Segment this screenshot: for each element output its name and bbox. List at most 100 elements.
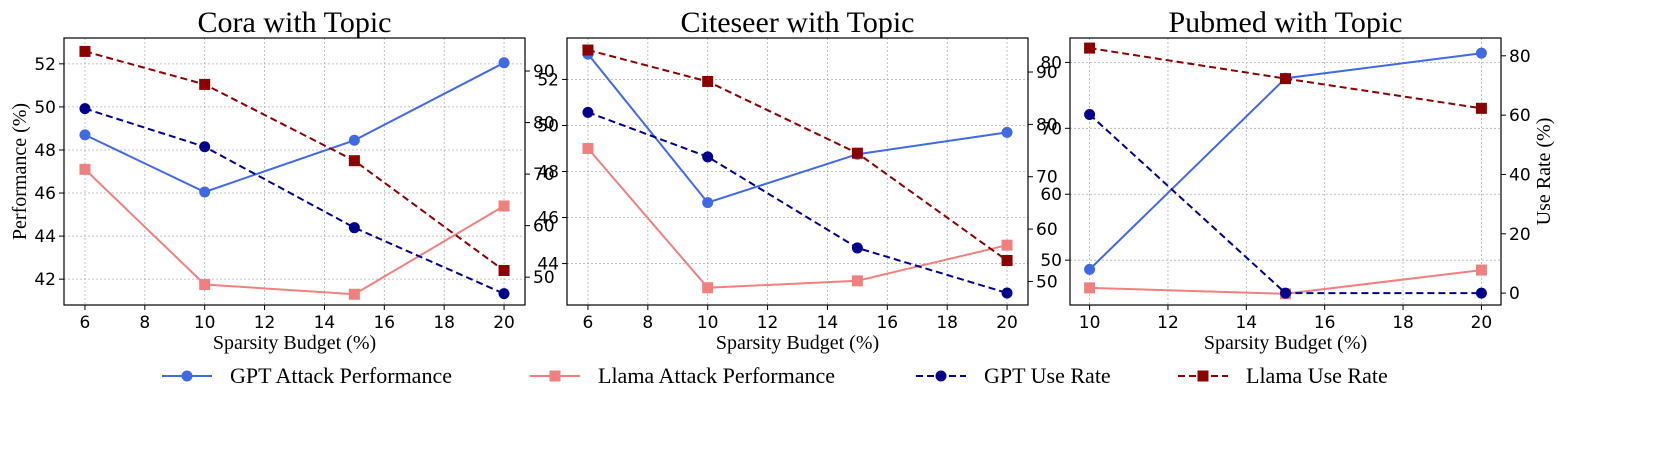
data-point [348, 222, 360, 234]
data-point [851, 275, 863, 287]
data-point [1084, 282, 1096, 294]
y2-tick-label: 60 [1036, 220, 1058, 240]
y-tick-label: 60 [1040, 185, 1062, 205]
data-point [1084, 263, 1096, 275]
x-tick-label: 16 [373, 313, 395, 333]
legend-item: Llama Use Rate [1178, 363, 1388, 388]
series-line [84, 107, 505, 295]
data-point [851, 242, 863, 254]
y-axis-label: Performance (%) [9, 103, 31, 240]
data-point [1475, 287, 1487, 299]
series-line [84, 168, 505, 296]
legend: GPT Attack Performance Llama Attack Perfo… [162, 363, 1388, 388]
y2-tick-label: 60 [533, 217, 555, 237]
series-llama-use-rate [79, 45, 510, 276]
data-point [582, 142, 594, 154]
data-point [582, 44, 594, 56]
data-point [582, 106, 594, 118]
y2-tick-label: 90 [1036, 63, 1058, 83]
y-tick-label: 50 [34, 98, 56, 118]
legend-label: Llama Use Rate [1246, 363, 1388, 388]
y-tick-label: 44 [537, 255, 559, 275]
data-point [702, 75, 714, 87]
y2-tick-label: 80 [533, 114, 555, 134]
x-tick-label: 14 [314, 313, 336, 333]
data-point [1475, 102, 1487, 114]
chart-panel-1: 6 8 10 12 14 16 18 20 42 44 46 48 50 52 50 60 70 80 90 Cora… [9, 6, 555, 354]
data-point [348, 134, 360, 146]
data-point [1084, 109, 1096, 121]
x-tick-label: 6 [80, 313, 91, 333]
y2-axis-label: Use Rate (%) [1533, 118, 1555, 226]
data-point [498, 264, 510, 276]
data-point [199, 78, 211, 90]
legend-item: Llama Attack Performance [530, 363, 835, 388]
data-point [702, 282, 714, 294]
data-point [498, 200, 510, 212]
y2-tick-label: 70 [1036, 168, 1058, 188]
data-point [1475, 264, 1487, 276]
y2-tick-label: 50 [533, 268, 555, 288]
y2-tick-label: 80 [1036, 115, 1058, 135]
data-point [79, 129, 91, 141]
series-line [1088, 113, 1482, 295]
plot-frame [1069, 37, 1502, 306]
x-tick-label: 8 [642, 313, 653, 333]
x-axis-label: Sparsity Budget (%) [716, 332, 879, 354]
data-point [348, 155, 360, 167]
series-line [84, 61, 505, 194]
chart-panel-2: 6 8 10 12 14 16 18 20 44 46 48 50 52 50 60 70 80 90 Citese… [537, 6, 1057, 354]
x-tick-label: 14 [817, 313, 839, 333]
legend-marker [549, 370, 561, 382]
data-point [702, 151, 714, 163]
data-point [1280, 73, 1291, 85]
legend-label: GPT Use Rate [984, 363, 1111, 388]
x-tick-label: 18 [1392, 313, 1414, 333]
plot-frame [63, 37, 526, 306]
x-tick-label: 10 [697, 313, 719, 333]
chart-title: Citeseer with Topic [681, 6, 915, 39]
legend-label: GPT Attack Performance [230, 363, 452, 388]
series-llama-attack-performance [79, 163, 510, 300]
y-tick-label: 46 [537, 209, 559, 229]
data-point [1084, 42, 1096, 54]
series-gpt-attack-performance [79, 57, 510, 198]
series-llama-use-rate [582, 44, 1013, 266]
series-line [587, 49, 1008, 262]
data-point [1475, 47, 1487, 59]
y2-tick-label: 80 [1509, 47, 1531, 67]
y-tick-label: 70 [1040, 119, 1062, 139]
x-tick-label: 20 [493, 313, 515, 333]
chart-panel-3: 10 12 14 16 18 20 50 60 70 80 0 20 40 60 80 Pubmed with… [1040, 6, 1555, 354]
x-axis-label: Sparsity Budget (%) [213, 332, 376, 354]
y-tick-label: 52 [537, 70, 559, 90]
x-tick-label: 10 [1079, 313, 1101, 333]
chart-title: Pubmed with Topic [1168, 6, 1402, 39]
chart-title: Cora with Topic [198, 6, 392, 39]
series-line [587, 53, 1008, 204]
data-point [79, 103, 91, 115]
x-tick-label: 20 [996, 313, 1018, 333]
data-point [199, 141, 211, 153]
series-llama-attack-performance [582, 142, 1013, 294]
x-tick-label: 12 [254, 313, 276, 333]
data-point [348, 288, 360, 300]
legend-item: GPT Use Rate [916, 363, 1111, 388]
y-tick-label: 46 [34, 184, 56, 204]
data-point [498, 57, 510, 69]
series-gpt-use-rate [79, 103, 510, 300]
x-tick-label: 10 [194, 313, 216, 333]
data-point [1280, 287, 1291, 299]
x-axis-label: Sparsity Budget (%) [1204, 332, 1367, 354]
legend-item: GPT Attack Performance [162, 363, 452, 388]
series-llama-use-rate [1084, 42, 1487, 114]
y2-tick-label: 0 [1509, 284, 1520, 304]
series-line [587, 147, 1008, 289]
x-tick-label: 8 [139, 313, 150, 333]
x-tick-label: 6 [583, 313, 594, 333]
series-gpt-use-rate [1084, 109, 1487, 299]
x-tick-label: 16 [876, 313, 898, 333]
y2-tick-label: 50 [1036, 272, 1058, 292]
y2-tick-label: 40 [1509, 165, 1531, 185]
x-tick-label: 14 [1235, 313, 1257, 333]
